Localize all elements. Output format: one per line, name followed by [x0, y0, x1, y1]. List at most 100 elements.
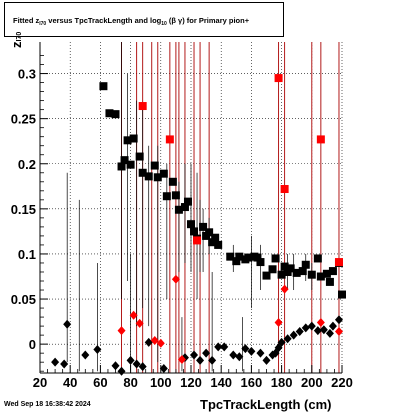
- data-point-square: [307, 270, 316, 279]
- data-point-square: [268, 265, 277, 274]
- data-point-diamond: [171, 274, 180, 284]
- y-axis-label-main: z: [9, 41, 24, 49]
- data-point-square: [150, 161, 159, 170]
- data-point-diamond: [280, 284, 289, 294]
- data-point-diamond: [196, 355, 205, 365]
- x-tick-label: 200: [301, 375, 323, 390]
- data-point-square: [168, 177, 177, 186]
- data-point-diamond: [132, 359, 141, 369]
- data-point-diamond: [319, 325, 328, 335]
- y-tick-label: 0: [29, 337, 36, 352]
- y-tick-label: 0.25: [11, 112, 36, 127]
- data-point-diamond: [51, 357, 60, 367]
- data-point-square: [235, 252, 244, 261]
- data-point-diamond: [307, 321, 316, 331]
- data-point-square: [214, 240, 223, 249]
- x-tick-label: 20: [33, 375, 47, 390]
- data-point-diamond: [150, 336, 159, 346]
- data-point-square: [111, 110, 120, 119]
- data-point-square: [162, 192, 171, 201]
- date-stamp: Wed Sep 18 16:38:42 2024: [4, 401, 91, 408]
- data-point-diamond: [328, 321, 337, 331]
- y-tick-label: 0.2: [18, 157, 36, 172]
- data-point-square: [316, 135, 325, 144]
- data-point-square: [153, 173, 162, 182]
- data-point-square: [334, 258, 343, 267]
- data-point-diamond: [138, 362, 147, 372]
- y-axis-label-sub: I70: [16, 31, 23, 42]
- data-point-square: [292, 268, 301, 277]
- data-point-diamond: [295, 327, 304, 337]
- title-suffix: (β γ) for Primary pion+: [166, 16, 250, 25]
- data-point-square: [274, 74, 283, 83]
- data-point-square: [256, 258, 265, 267]
- data-point-square: [280, 185, 289, 194]
- title-middle: versus TpcTrackLength and log: [46, 16, 162, 25]
- data-point-square: [208, 238, 217, 247]
- data-point-diamond: [220, 342, 229, 352]
- data-point-diamond: [117, 326, 126, 336]
- data-point-diamond: [247, 346, 256, 356]
- data-point-square: [138, 168, 147, 177]
- x-tick-label: 60: [93, 375, 107, 390]
- data-point-diamond: [229, 350, 238, 360]
- x-tick-label: 140: [210, 375, 232, 390]
- data-point-diamond: [214, 342, 223, 352]
- title-box: Fitted zI70 versus TpcTrackLength and lo…: [4, 2, 284, 37]
- data-point-square: [205, 228, 214, 237]
- data-point-square: [286, 264, 295, 273]
- data-point-square: [271, 254, 280, 263]
- y-tick-label: 0.15: [11, 202, 36, 217]
- data-point-square: [277, 270, 286, 279]
- data-point-square: [298, 267, 307, 276]
- data-point-square: [171, 191, 180, 200]
- x-axis-label: TpcTrackLength (cm): [200, 397, 332, 412]
- data-point-square: [322, 269, 331, 278]
- data-point-square: [190, 227, 199, 236]
- data-point-square: [99, 82, 108, 91]
- data-point-diamond: [313, 326, 322, 336]
- data-point-diamond: [277, 337, 286, 347]
- data-point-diamond: [177, 354, 186, 364]
- y-tick-label: 0.1: [18, 247, 36, 262]
- chart-title: Fitted zI70 versus TpcTrackLength and lo…: [13, 16, 249, 27]
- data-point-diamond: [274, 317, 283, 327]
- data-point-square: [211, 233, 220, 242]
- data-point-square: [338, 290, 346, 299]
- data-point-square: [183, 197, 192, 206]
- data-point-square: [199, 222, 208, 231]
- data-point-square: [232, 257, 241, 266]
- y-tick-label: 0.05: [11, 292, 36, 307]
- title-prefix: Fitted z: [13, 16, 40, 25]
- title-subscript-i70: I70: [39, 21, 47, 27]
- data-point-diamond: [235, 352, 244, 362]
- data-point-square: [253, 253, 262, 262]
- data-point-diamond: [126, 355, 135, 365]
- data-point-diamond: [325, 328, 334, 338]
- y-axis-label: zI70: [9, 32, 24, 48]
- data-point-square: [180, 203, 189, 212]
- y-tick-label: 0.3: [18, 67, 36, 82]
- data-point-square: [105, 109, 114, 118]
- data-point-square: [244, 253, 253, 262]
- data-point-square: [280, 262, 289, 271]
- x-tick-label: 220: [331, 375, 353, 390]
- data-point-square: [174, 205, 183, 214]
- data-point-diamond: [60, 359, 69, 369]
- data-point-square: [187, 220, 195, 229]
- data-point-square: [165, 135, 174, 144]
- data-point-square: [126, 160, 135, 169]
- data-point-square: [328, 267, 337, 276]
- x-tick-label: 40: [63, 375, 77, 390]
- data-point-square: [144, 172, 153, 181]
- data-point-square: [138, 102, 147, 111]
- data-point-square: [313, 254, 322, 263]
- x-tick-label: 120: [180, 375, 202, 390]
- x-tick-label: 180: [271, 375, 293, 390]
- data-point-diamond: [334, 315, 343, 325]
- data-point-diamond: [81, 350, 90, 360]
- x-tick-label: 160: [241, 375, 263, 390]
- data-point-diamond: [93, 345, 102, 355]
